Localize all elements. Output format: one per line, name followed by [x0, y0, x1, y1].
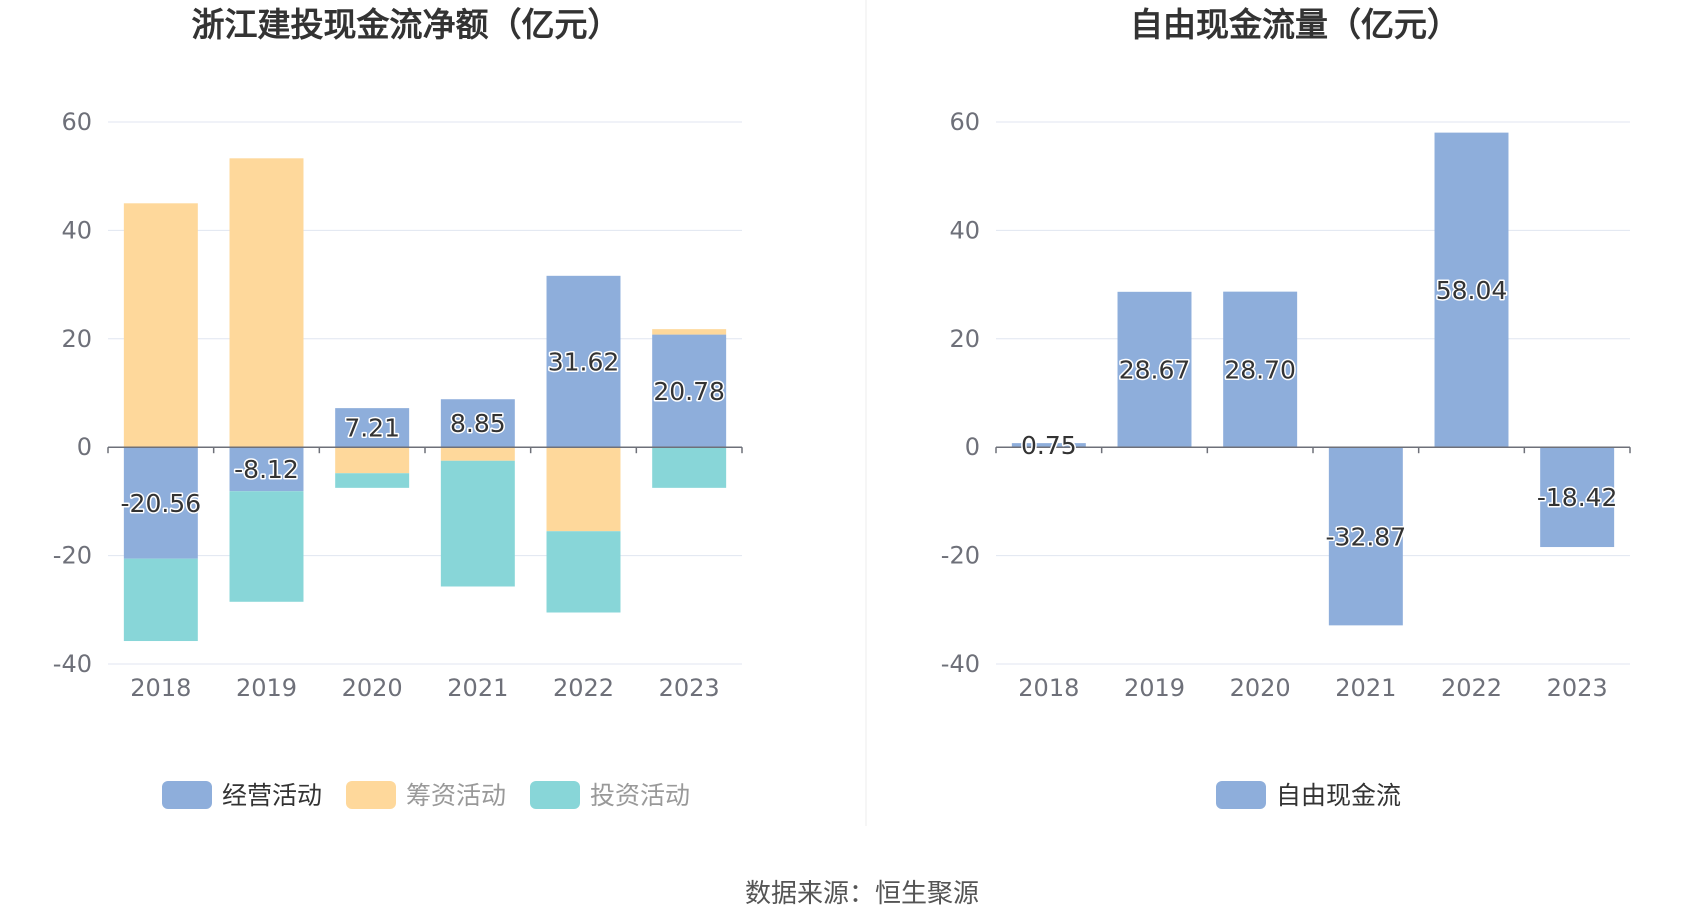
data-label: 31.62	[548, 348, 620, 377]
y-tick-label: 0	[965, 433, 980, 461]
y-tick-label: -20	[53, 542, 92, 570]
x-tick-label: 2022	[553, 674, 614, 702]
legend-swatch	[346, 781, 396, 809]
x-tick-label: 2019	[1124, 674, 1185, 702]
x-tick-label: 2020	[342, 674, 403, 702]
bar-2021-series-2	[440, 460, 515, 587]
legend-label: 筹资活动	[406, 781, 506, 810]
x-tick-label: 2020	[1230, 674, 1291, 702]
chart-net-cash-flow: 浙江建投现金流净额（亿元） 60 40 20 0 -20 -40 2018 2019 2020 2…	[53, 5, 743, 810]
x-tick-label: 2023	[659, 674, 720, 702]
bar-2022-series-0	[546, 275, 621, 448]
legend-item-0[interactable]: 经营活动	[162, 781, 322, 810]
bar-2019-series-2	[229, 491, 304, 602]
legend-item-2[interactable]: 投资活动	[530, 781, 690, 810]
data-label: 0.75	[1021, 431, 1077, 460]
legend-swatch	[162, 781, 212, 809]
data-source-label: 数据来源：恒生聚源	[745, 879, 979, 909]
data-label: 8.85	[450, 409, 506, 438]
legend-item-1[interactable]: 筹资活动	[346, 781, 506, 810]
y-tick-label: 20	[61, 325, 92, 353]
bar-2023-series-1	[652, 329, 727, 335]
x-tick-label: 2021	[447, 674, 508, 702]
y-tick-label: 40	[61, 216, 92, 244]
data-label: -8.12	[234, 455, 299, 484]
data-label: 58.04	[1436, 276, 1508, 305]
legend-label: 投资活动	[590, 781, 690, 810]
legend-label: 经营活动	[222, 781, 322, 810]
bar-2021-series-1	[440, 447, 515, 461]
bar-2023-series-0	[652, 334, 727, 448]
y-tick-label: 40	[949, 216, 980, 244]
bar-2020-series-0	[335, 408, 410, 448]
bar-2020-series-2	[335, 473, 410, 488]
bar-2019-series-0	[229, 447, 304, 492]
data-label: 28.70	[1224, 355, 1296, 384]
chart-title: 浙江建投现金流净额（亿元）	[192, 5, 621, 44]
x-tick-label: 2018	[130, 674, 191, 702]
data-label: 7.21	[344, 414, 400, 443]
bar-2018-series-0	[1011, 443, 1086, 448]
data-label: -18.42	[1537, 483, 1618, 512]
y-tick-label: 20	[949, 325, 980, 353]
y-tick-label: -20	[941, 542, 980, 570]
x-tick-label: 2022	[1441, 674, 1502, 702]
x-tick-label: 2023	[1547, 674, 1608, 702]
y-tick-label: 60	[949, 108, 980, 136]
y-tick-label: -40	[53, 650, 92, 678]
data-label: -20.56	[121, 489, 202, 518]
bar-2018-series-2	[123, 558, 198, 642]
bar-2018-series-1	[123, 203, 198, 448]
x-tick-label: 2021	[1335, 674, 1396, 702]
x-tick-label: 2019	[236, 674, 297, 702]
legend-label: 自由现金流	[1276, 781, 1401, 810]
x-tick-label: 2018	[1018, 674, 1079, 702]
legend-swatch	[1216, 781, 1266, 809]
bar-2022-series-1	[546, 447, 621, 532]
bar-2022-series-2	[546, 531, 621, 613]
bar-2023-series-2	[652, 447, 727, 488]
bar-2018-series-0	[123, 447, 198, 559]
bar-2021-series-0	[1328, 447, 1403, 626]
legend-item-0[interactable]: 自由现金流	[1216, 781, 1401, 810]
bar-2020-series-1	[335, 447, 410, 474]
legend-swatch	[530, 781, 580, 809]
y-tick-label: -40	[941, 650, 980, 678]
bar-2022-series-0	[1434, 132, 1509, 448]
y-tick-label: 0	[77, 433, 92, 461]
data-label: 20.78	[653, 377, 725, 406]
chart-free-cash-flow: 自由现金流量（亿元） 60 40 20 0 -20 -40 2018 2019 2020 2021…	[941, 5, 1631, 810]
chart-title: 自由现金流量（亿元）	[1130, 5, 1460, 44]
bar-2021-series-0	[440, 399, 515, 448]
bar-2020-series-0	[1223, 291, 1298, 448]
bar-2019-series-0	[1117, 291, 1192, 448]
bar-2023-series-0	[1540, 447, 1615, 548]
data-label: 28.67	[1119, 356, 1191, 385]
data-label: -32.87	[1326, 522, 1407, 551]
y-tick-label: 60	[61, 108, 92, 136]
bar-2019-series-1	[229, 158, 304, 448]
